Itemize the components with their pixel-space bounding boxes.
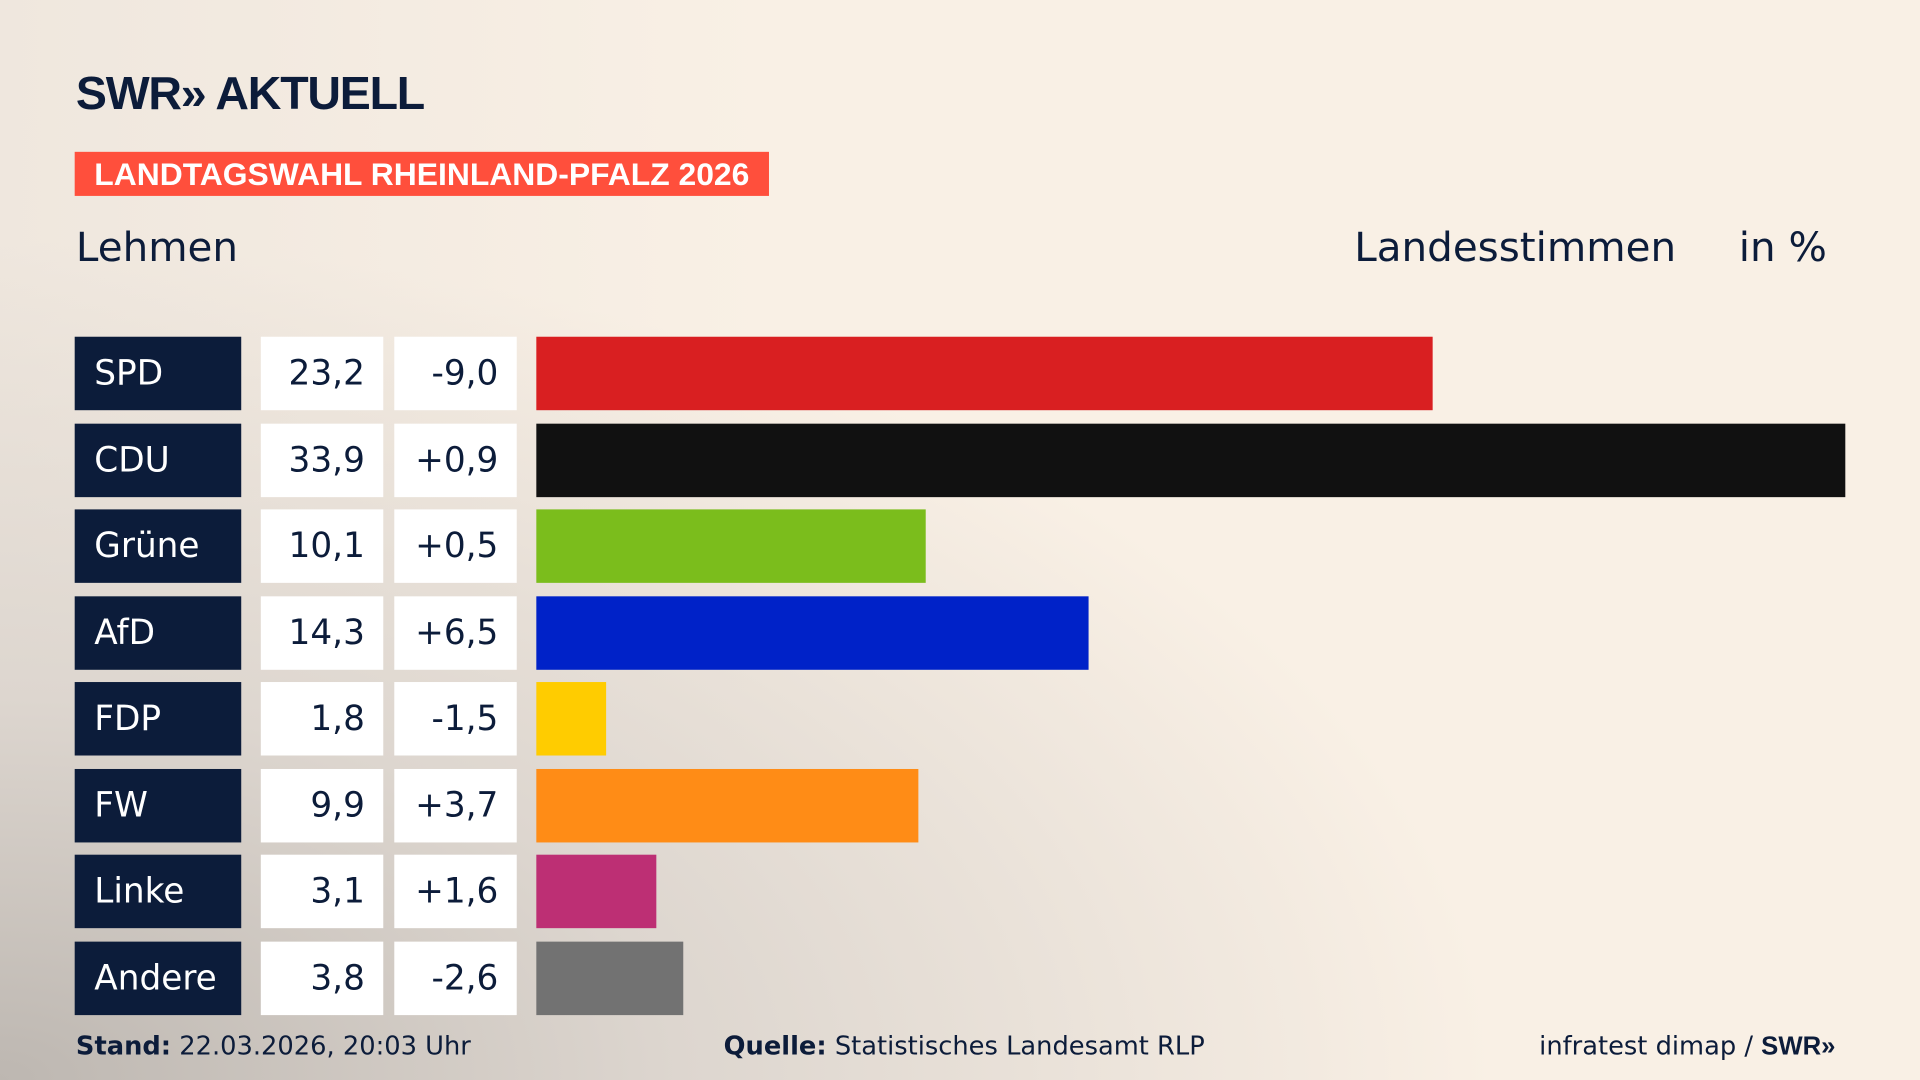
credit: infratest dimap / SWR» [1539,1031,1835,1062]
value-label: 3,1 [260,854,384,929]
location-title: Lehmen [75,222,239,271]
party-label: Grüne [74,509,242,583]
diff-label: +0,9 [394,423,517,497]
stand-label: Stand: [75,1031,172,1061]
party-bar [536,941,684,1015]
value-label: 23,2 [260,336,384,411]
source-value: Statistisches Landesamt RLP [834,1031,1205,1061]
credit-text: infratest dimap / [1539,1031,1762,1061]
diff-label: +0,5 [394,509,517,583]
election-banner: LANDTAGSWAHL RHEINLAND-PFALZ 2026 [74,151,769,196]
metric-label: Landesstimmen [1354,222,1677,271]
value-label: 3,8 [260,941,384,1015]
unit-label: in % [1738,222,1827,271]
party-bar [536,682,606,756]
party-label: FW [74,768,242,842]
party-label: FDP [74,682,242,756]
value-label: 9,9 [260,768,384,842]
value-label: 14,3 [260,595,384,670]
party-bar [536,854,657,929]
party-label: AfD [74,595,242,670]
party-label: CDU [74,423,242,497]
diff-label: +3,7 [394,768,517,842]
party-label: Andere [74,941,242,1015]
value-label: 33,9 [260,423,384,497]
diff-label: -1,5 [394,682,517,756]
diff-label: +6,5 [394,595,517,670]
diff-label: -2,6 [394,941,517,1015]
party-bar [536,509,927,583]
swr-logo: SWR» [1761,1032,1836,1061]
stand-value: 22.03.2026, 20:03 Uhr [179,1031,471,1061]
source-label: Quelle: [723,1031,827,1061]
swr-aktuell-logo: SWR» AKTUELL [75,68,425,121]
diff-label: +1,6 [394,854,517,929]
value-label: 10,1 [260,509,384,583]
timestamp: Stand: 22.03.2026, 20:03 Uhr [76,1031,471,1060]
party-bar [536,595,1089,670]
diff-label: -9,0 [394,336,517,411]
party-bar [536,423,1846,497]
party-label: Linke [74,854,242,929]
value-label: 1,8 [260,682,384,756]
party-bar [536,768,919,842]
party-label: SPD [74,336,242,411]
party-bar [536,336,1433,411]
source: Quelle: Statistisches Landesamt RLP [724,1031,1205,1060]
